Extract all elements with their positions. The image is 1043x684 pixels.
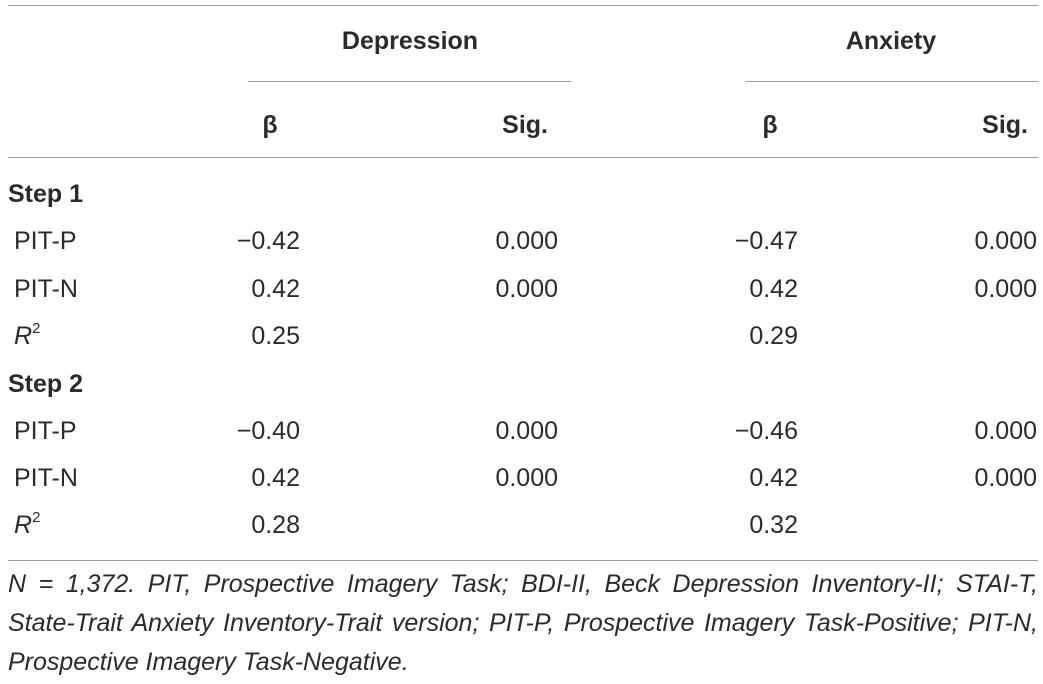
- depression-beta: −0.40: [236, 417, 300, 445]
- anxiety-beta: 0.42: [749, 464, 798, 492]
- depression-beta: 0.28: [251, 511, 300, 539]
- anxiety-group-rule: [746, 81, 1038, 82]
- row-label-r-squared: R2: [14, 321, 40, 351]
- header-anxiety: Anxiety: [845, 27, 937, 55]
- depression-sig: 0.000: [495, 417, 558, 445]
- row-label: PIT-P: [14, 227, 77, 255]
- subheader-anxiety-beta: β: [762, 111, 778, 139]
- r-symbol: R: [14, 511, 33, 539]
- depression-beta: −0.42: [236, 227, 300, 255]
- depression-sig: 0.000: [495, 227, 558, 255]
- r-squared-exponent: 2: [32, 320, 41, 337]
- anxiety-sig: 0.000: [974, 227, 1037, 255]
- row-label: PIT-N: [14, 275, 78, 303]
- row-label-r-squared: R2: [14, 510, 40, 540]
- anxiety-beta: 0.29: [749, 322, 798, 350]
- anxiety-beta: 0.32: [749, 511, 798, 539]
- table-footnote: N = 1,372. PIT, Prospective Imagery Task…: [8, 570, 1038, 676]
- depression-beta: 0.42: [251, 275, 300, 303]
- table-top-rule: [8, 5, 1038, 6]
- subheader-anxiety-sig: Sig.: [982, 111, 1028, 139]
- row-label: PIT-N: [14, 464, 78, 492]
- header-bottom-rule: [8, 157, 1038, 158]
- depression-sig: 0.000: [495, 464, 558, 492]
- anxiety-beta: −0.47: [734, 227, 798, 255]
- subheader-depression-beta: β: [262, 111, 278, 139]
- anxiety-sig: 0.000: [974, 417, 1037, 445]
- r-squared-exponent: 2: [32, 509, 41, 526]
- subheader-depression-sig: Sig.: [502, 111, 548, 139]
- step-label: Step 2: [8, 370, 84, 398]
- anxiety-sig: 0.000: [974, 464, 1037, 492]
- depression-beta: 0.25: [251, 322, 300, 350]
- depression-sig: 0.000: [495, 275, 558, 303]
- anxiety-sig: 0.000: [974, 275, 1037, 303]
- header-depression: Depression: [341, 27, 479, 55]
- step-label: Step 1: [8, 180, 84, 208]
- depression-beta: 0.42: [251, 464, 300, 492]
- depression-group-rule: [248, 81, 571, 82]
- r-symbol: R: [14, 322, 33, 350]
- anxiety-beta: −0.46: [734, 417, 798, 445]
- anxiety-beta: 0.42: [749, 275, 798, 303]
- row-label: PIT-P: [14, 417, 77, 445]
- table-bottom-rule: [8, 560, 1038, 561]
